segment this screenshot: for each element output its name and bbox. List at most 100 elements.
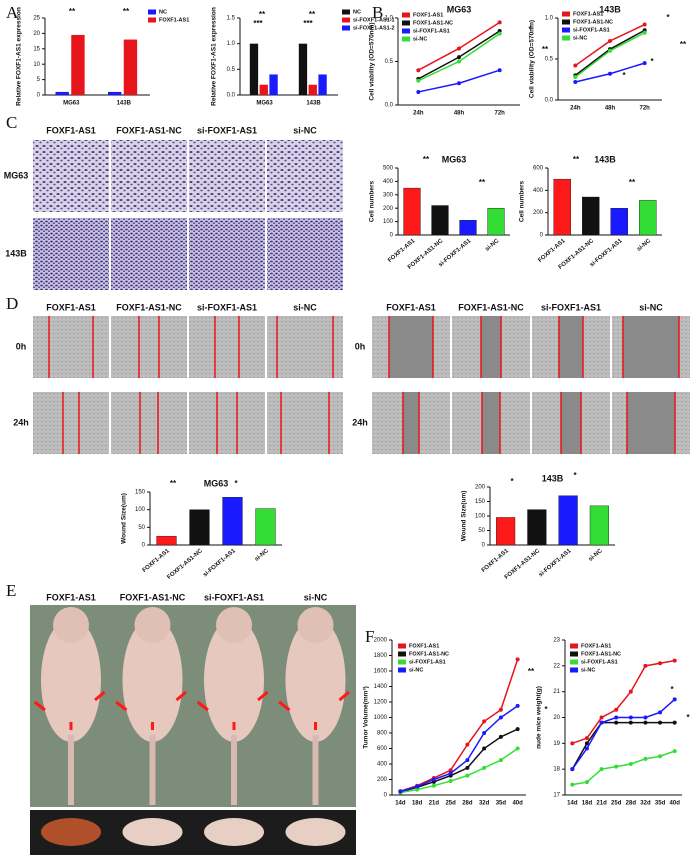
legend-label: si-FOXF1-AS1-2	[353, 25, 395, 31]
mouse-head	[53, 607, 89, 643]
y-tick-label: 0	[540, 233, 544, 239]
x-tick-label: FOXF1-AS1	[387, 238, 417, 264]
significance: **	[259, 10, 266, 19]
y-tick-label: 0	[142, 543, 146, 549]
mouse	[285, 618, 346, 742]
legend-label: FOXF1-AS1	[409, 643, 439, 649]
x-tick-label: FOXF1-AS1	[537, 238, 567, 264]
marker	[482, 731, 487, 735]
column-header: si-NC	[639, 302, 663, 312]
y-tick-label: 500	[383, 166, 394, 172]
micrograph	[111, 218, 187, 290]
micrograph	[189, 140, 265, 212]
significance: **	[309, 10, 316, 19]
significance: **	[170, 479, 177, 488]
legend-label: si-NC	[413, 36, 427, 42]
column-header: si-NC	[304, 592, 328, 602]
legend-swatch	[402, 20, 410, 26]
x-tick-label: 28d	[462, 801, 473, 807]
bar	[318, 74, 327, 95]
y-axis-label: Relative FOXF1-AS1 expression	[211, 7, 218, 106]
marker	[465, 765, 470, 770]
y-tick-label: 100	[135, 507, 146, 513]
tumor	[204, 818, 264, 846]
y-tick-label: 19	[553, 741, 560, 747]
bar	[108, 91, 122, 95]
line	[400, 747, 519, 794]
marker	[628, 762, 633, 766]
x-tick-label: si-NC	[484, 238, 500, 253]
tumor	[41, 818, 101, 846]
legend-label: si-FOXF1-AS1	[413, 28, 450, 34]
marker	[465, 758, 470, 763]
marker	[614, 707, 619, 712]
x-tick-label: 18d	[412, 801, 423, 807]
bar	[639, 200, 657, 236]
legend-swatch	[148, 17, 156, 23]
significance: *	[234, 479, 238, 488]
marker	[416, 68, 421, 73]
significance: *	[622, 71, 626, 80]
panel-letter: C	[6, 113, 17, 132]
marker	[415, 787, 420, 792]
marker	[672, 658, 677, 663]
significance: **	[528, 667, 535, 676]
x-tick-label: 28d	[626, 801, 637, 807]
column-header: si-FOXF1-AS1	[197, 125, 257, 135]
arrow	[196, 700, 209, 712]
y-axis-label: Cell numbers	[519, 181, 526, 223]
panel-letter: A	[6, 3, 19, 22]
chart: 0.0 0.5 1.0 Cell viability (OD=570nm) MG63 24…	[369, 4, 549, 116]
marker	[573, 63, 578, 68]
x-tick-label: si-NC	[636, 238, 652, 253]
significance: *	[686, 713, 690, 722]
legend-label: si-NC	[581, 667, 595, 673]
marker	[498, 707, 503, 712]
column-header: FOXF1-AS1	[46, 302, 96, 312]
micrograph	[267, 140, 343, 212]
x-tick-label: 48h	[454, 111, 465, 117]
legend-label: FOXF1-AS1-NC	[409, 651, 449, 657]
legend-swatch	[398, 667, 406, 673]
chart-title: MG63	[442, 154, 467, 164]
legend-swatch	[398, 651, 406, 657]
marker	[415, 784, 420, 789]
chart: 0 5 10 15 20 25 Relative FOXF1-AS1 expression M…	[16, 7, 190, 106]
marker	[416, 78, 421, 83]
line	[572, 659, 675, 745]
y-tick-label: 150	[475, 499, 486, 505]
chart-title: 143B	[594, 154, 616, 164]
x-tick-label: si-FOXF1-AS1	[538, 548, 573, 579]
micrograph	[267, 218, 343, 290]
marker	[515, 657, 520, 662]
line	[571, 721, 675, 770]
x-tick-label: 32d	[479, 801, 490, 807]
marker	[570, 767, 575, 772]
marker	[608, 71, 612, 76]
y-tick-label: 200	[533, 210, 544, 216]
legend-label: FOXF1-AS1-NC	[573, 19, 613, 25]
y-axis-label: Cell numbers	[369, 181, 376, 223]
marker	[599, 767, 604, 772]
mouse	[204, 618, 264, 742]
marker	[416, 89, 421, 94]
arrow	[33, 700, 46, 712]
y-tick-label: 22	[553, 663, 560, 669]
legend-label: FOXF1-AS1-NC	[413, 20, 453, 26]
x-tick-label: 24h	[413, 111, 424, 117]
line	[571, 698, 676, 770]
y-tick-label: 10	[33, 62, 40, 68]
marker	[642, 22, 647, 27]
marker	[570, 782, 575, 787]
y-tick-label: 100	[383, 219, 394, 225]
scratch-image	[189, 392, 265, 454]
chart-title: MG63	[447, 4, 472, 14]
marker	[614, 715, 619, 720]
marker	[431, 783, 436, 788]
x-tick-label: 18d	[582, 801, 593, 807]
y-tick-label: 1.0	[545, 16, 554, 22]
bar	[610, 207, 629, 236]
y-tick-label: 1400	[374, 684, 388, 690]
bar	[255, 508, 276, 546]
